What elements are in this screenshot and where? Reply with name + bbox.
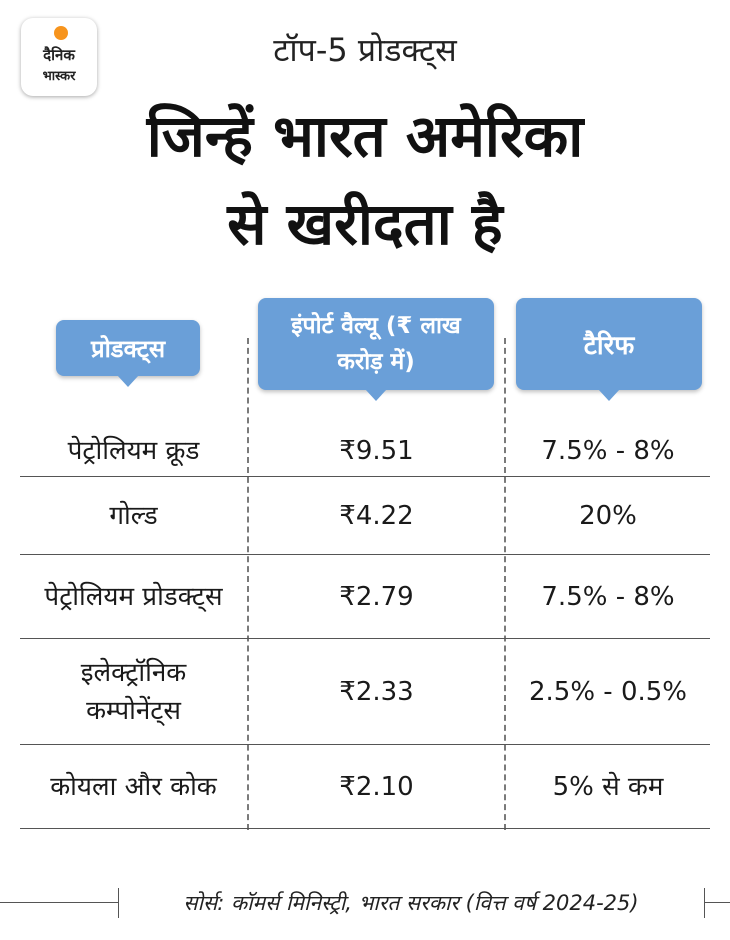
table-row: पेट्रोलियम प्रोडक्ट्स ₹2.79 7.5% - 8%: [20, 556, 710, 638]
title-line-1: जिन्हें भारत अमेरिका: [146, 102, 584, 170]
import-value-cell: ₹2.33: [339, 677, 414, 707]
column-divider: [504, 338, 506, 830]
page-subtitle: टॉप-5 प्रोडक्ट्स: [273, 31, 457, 69]
title-line-2: से खरीदता है: [227, 190, 503, 258]
row-divider: [20, 476, 710, 477]
import-value-cell: ₹4.22: [339, 501, 414, 531]
tariff-cell: 7.5% - 8%: [541, 436, 675, 466]
source-text: सोर्स: कॉमर्स मिनिस्ट्री, भारत सरकार (वि…: [183, 891, 639, 915]
table-row: कोयला और कोक ₹2.10 5% से कम: [20, 746, 710, 828]
tariff-cell: 7.5% - 8%: [541, 582, 675, 612]
logo-text-line1: दैनिक: [43, 46, 75, 64]
footer-rule: [0, 902, 118, 903]
footer-tick: [118, 888, 119, 918]
import-value-cell: ₹9.51: [339, 436, 414, 466]
dainik-bhaskar-logo: दैनिक भास्कर: [21, 18, 97, 96]
import-value-cell: ₹2.79: [339, 582, 414, 612]
source-footer: सोर्स: कॉमर्स मिनिस्ट्री, भारत सरकार (वि…: [0, 886, 730, 920]
header-tariff: टैरिफ: [516, 298, 702, 401]
table-row: गोल्ड ₹4.22 20%: [20, 478, 710, 554]
table-row: इलेक्ट्रॉनिक कम्पोनेंट्स ₹2.33 2.5% - 0.…: [20, 640, 710, 744]
product-cell: कोयला और कोक: [50, 772, 217, 802]
import-value-cell: ₹2.10: [339, 772, 414, 802]
tariff-cell: 5% से कम: [552, 772, 664, 802]
tariff-cell: 20%: [579, 501, 637, 531]
sun-icon: [54, 26, 68, 40]
row-divider: [20, 554, 710, 555]
product-cell: गोल्ड: [109, 501, 158, 531]
column-divider: [247, 338, 249, 830]
row-divider: [20, 744, 710, 745]
row-divider: [20, 638, 710, 639]
footer-rule: [704, 902, 730, 903]
header-import-value: इंपोर्ट वैल्यू (₹ लाख करोड़ में): [258, 298, 494, 401]
header-products: प्रोडक्ट्स: [56, 320, 200, 387]
page-title: जिन्हें भारत अमेरिका से खरीदता है: [0, 92, 730, 268]
product-cell: पेट्रोलियम प्रोडक्ट्स: [44, 582, 223, 612]
footer-tick: [704, 888, 705, 918]
row-divider: [20, 828, 710, 829]
product-cell: इलेक्ट्रॉनिक कम्पोनेंट्स: [80, 658, 187, 726]
product-cell: पेट्रोलियम क्रूड: [67, 436, 200, 466]
logo-text-line2: भास्कर: [42, 69, 76, 84]
table-row: पेट्रोलियम क्रूड ₹9.51 7.5% - 8%: [20, 426, 710, 476]
tariff-cell: 2.5% - 0.5%: [528, 677, 688, 707]
